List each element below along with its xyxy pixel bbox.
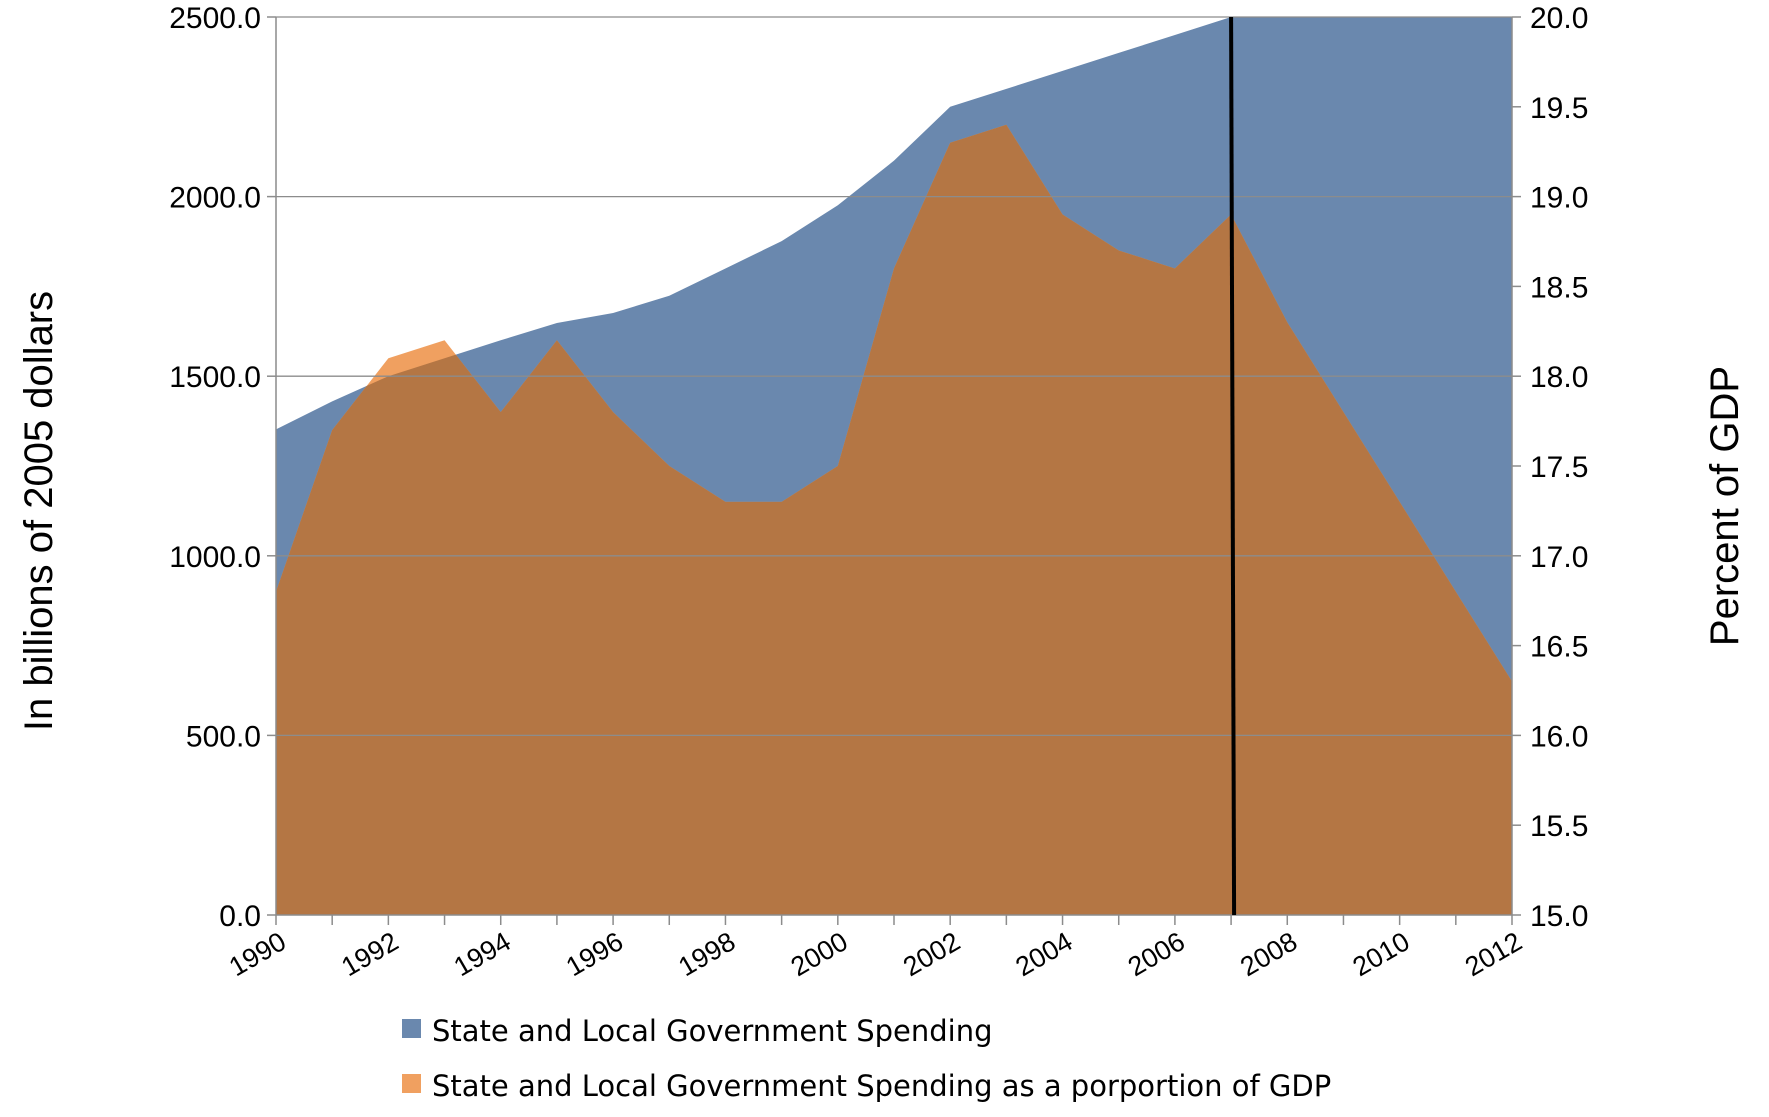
right-tick-label: 15.5 <box>1530 810 1588 843</box>
right-tick-label: 20.0 <box>1530 2 1588 35</box>
left-tick-label: 1000.0 <box>169 541 261 574</box>
right-tick-label: 18.0 <box>1530 361 1588 394</box>
x-tick-label: 1992 <box>336 926 403 982</box>
legend-label: State and Local Government Spending <box>432 1014 993 1048</box>
left-tick-label: 500.0 <box>186 720 261 753</box>
right-tick-label: 19.5 <box>1530 92 1588 125</box>
x-tick-label: 2008 <box>1235 926 1302 982</box>
legend-label: State and Local Government Spending as a… <box>432 1069 1331 1103</box>
right-tick-label: 15.0 <box>1530 900 1588 933</box>
legend-swatch <box>402 1019 421 1038</box>
left-tick-label: 2000.0 <box>169 182 261 215</box>
right-tick-label: 16.0 <box>1530 720 1588 753</box>
x-tick-label: 2002 <box>898 926 965 982</box>
legend-swatch <box>402 1074 421 1093</box>
left-tick-label: 2500.0 <box>169 2 261 35</box>
marker-line-2007 <box>1229 16 1237 916</box>
right-tick-label: 17.0 <box>1530 541 1588 574</box>
right-tick-label: 16.5 <box>1530 631 1588 664</box>
right-tick-label: 17.5 <box>1530 451 1588 484</box>
x-tick-label: 2012 <box>1460 926 1527 982</box>
left-tick-label: 1500.0 <box>169 361 261 394</box>
x-tick-label: 1994 <box>449 926 516 982</box>
left-tick-label: 0.0 <box>219 900 261 933</box>
left-axis-title: In billions of 2005 dollars <box>17 291 61 731</box>
x-tick-label: 1998 <box>673 926 740 982</box>
x-tick-label: 2010 <box>1348 926 1415 982</box>
right-tick-label: 18.5 <box>1530 271 1588 304</box>
x-tick-label: 1990 <box>224 926 291 982</box>
x-tick-label: 1996 <box>561 926 628 982</box>
x-tick-label: 2006 <box>1123 926 1190 982</box>
right-tick-label: 19.0 <box>1530 182 1588 215</box>
x-tick-label: 2000 <box>786 926 853 982</box>
series-area-overlap <box>276 124 1512 915</box>
x-tick-label: 2004 <box>1011 926 1078 982</box>
right-axis-title: Percent of GDP <box>1703 366 1747 646</box>
